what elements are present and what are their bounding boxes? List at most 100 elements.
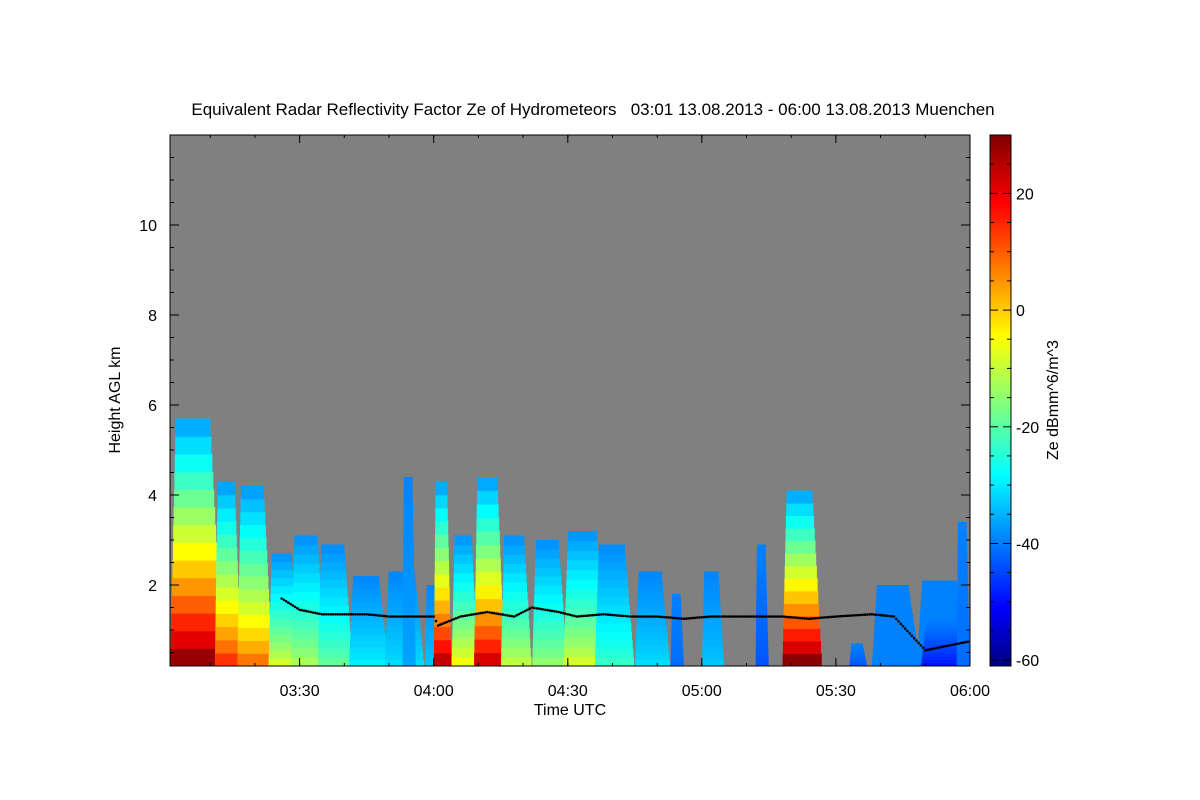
cloud-base-point <box>644 615 648 618</box>
cloud-base-point <box>966 640 970 643</box>
cloud-base-point <box>528 607 532 610</box>
echo-bin <box>474 612 503 627</box>
cloud-base-point <box>305 609 308 613</box>
echo-bin <box>638 578 663 586</box>
echo-bin <box>216 521 237 535</box>
y-axis-label: Height AGL km <box>107 346 124 453</box>
cloud-base-point <box>461 614 465 618</box>
cloud-base-point <box>749 615 753 618</box>
echo-bin <box>957 614 969 626</box>
cloud-base-point <box>311 611 315 614</box>
cloud-base-point <box>908 632 911 635</box>
echo-bin <box>503 554 526 564</box>
echo-bin <box>173 524 217 543</box>
cloud-base-point <box>897 620 900 623</box>
echo-bin <box>875 602 912 609</box>
echo-bin <box>435 481 448 496</box>
cloud-base-point <box>796 616 800 620</box>
echo-bin <box>670 655 684 662</box>
echo-bin <box>755 657 769 666</box>
echo-bin <box>850 656 866 659</box>
echo-bin <box>452 619 477 630</box>
cloud-base-point <box>941 645 945 648</box>
echo-bin <box>636 632 668 640</box>
echo-bin <box>504 535 525 546</box>
cloud-base-point <box>682 617 686 621</box>
echo-bin <box>503 563 526 574</box>
cloud-base-point <box>843 614 847 618</box>
echo-bin <box>598 553 626 563</box>
echo-bin <box>216 534 237 548</box>
echo-bin <box>873 642 918 650</box>
cloud-base-point <box>620 614 623 618</box>
echo-bin <box>635 659 670 666</box>
cloud-base-point <box>564 612 567 615</box>
echo-bin <box>237 627 271 641</box>
echo-bin <box>756 561 767 572</box>
echo-bin <box>786 503 814 517</box>
cloud-base-point <box>385 615 389 618</box>
echo-bin <box>956 635 970 646</box>
cloud-base-point <box>959 641 963 645</box>
echo-bin <box>534 585 563 595</box>
echo-bin <box>595 648 634 658</box>
cloud-base-point <box>667 616 670 619</box>
echo-bin <box>564 646 607 657</box>
colorbar <box>989 134 1012 667</box>
echo-bin <box>874 619 914 627</box>
echo-bin <box>671 645 684 652</box>
cloud-base-point <box>553 610 556 613</box>
echo-bin <box>957 542 968 554</box>
echo-cell <box>290 535 326 666</box>
echo-bin <box>598 544 625 554</box>
cloud-base-point <box>725 615 728 618</box>
cloud-base-point <box>946 644 949 648</box>
echo-bin <box>850 646 864 649</box>
echo-bin <box>403 571 415 586</box>
echo-bin <box>671 599 681 605</box>
echo-bin <box>568 531 598 542</box>
echo-cell <box>782 490 822 666</box>
cloud-base-point <box>503 613 507 617</box>
cloud-base-point <box>354 613 357 616</box>
echo-cell <box>317 544 353 666</box>
cloud-base-point <box>935 646 938 650</box>
echo-cell <box>594 544 635 666</box>
echo-bin <box>567 540 598 551</box>
cloud-base-point <box>872 613 876 616</box>
cloud-base-point <box>419 615 422 618</box>
cloud-base-point <box>383 614 386 618</box>
echo-bin <box>215 600 240 614</box>
echo-bin <box>849 662 867 665</box>
cloud-base-point <box>937 646 940 649</box>
echo-bin <box>635 639 669 647</box>
echo-bin <box>321 553 346 563</box>
cloud-base-point <box>307 610 310 613</box>
cloud-base-point <box>874 613 878 616</box>
echo-bin <box>533 621 565 631</box>
cloud-base-point <box>655 615 659 618</box>
cloud-base-point <box>394 615 398 618</box>
echo-bin <box>170 648 223 666</box>
cloud-base-point <box>432 615 436 618</box>
echo-bin <box>454 554 473 564</box>
echo-bin <box>238 601 270 616</box>
cloud-base-point <box>932 647 936 650</box>
echo-bin <box>475 598 503 613</box>
cloud-base-point <box>810 617 813 620</box>
echo-bin <box>876 590 910 598</box>
cloud-base-point <box>669 616 672 619</box>
cloud-base-point <box>850 614 853 617</box>
cloud-base-point <box>401 615 404 618</box>
echo-bin <box>351 614 384 622</box>
y-tick-label: 4 <box>148 488 157 505</box>
cloud-base-point <box>508 614 512 618</box>
echo-bin <box>535 549 560 559</box>
echo-bin <box>783 603 819 617</box>
echo-bin <box>503 544 525 555</box>
echo-bin <box>403 544 414 559</box>
echo-cell <box>755 544 769 666</box>
echo-bin <box>565 608 604 619</box>
echo-bin <box>477 490 499 505</box>
x-axis: 03:30 04:00 04:30 05:00 05:30 06:00 <box>209 135 990 700</box>
